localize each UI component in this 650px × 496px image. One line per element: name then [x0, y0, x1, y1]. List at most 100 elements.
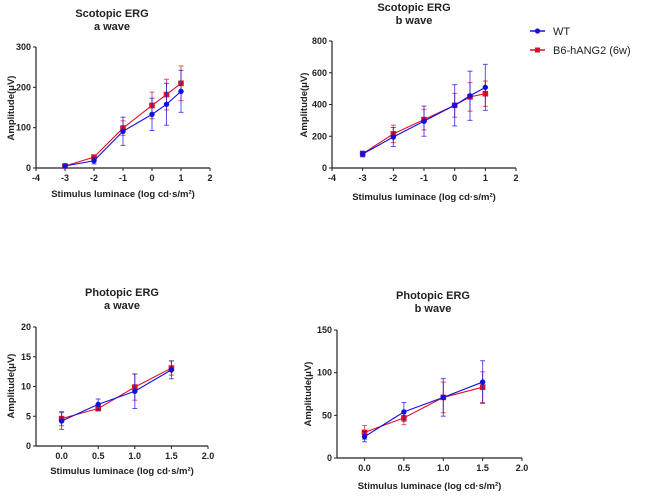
series-line [61, 369, 172, 422]
x-tick-label: 0.0 [358, 463, 371, 473]
y-tick-label: 150 [317, 325, 332, 335]
chart-title-line: b wave [396, 15, 433, 27]
series-line [362, 86, 486, 155]
data-point [132, 388, 138, 394]
series-wt [62, 69, 184, 169]
legend-item-b6-hang2: B6-hANG2 (6w) [530, 45, 631, 57]
series-line [364, 381, 483, 438]
data-point [440, 394, 446, 401]
data-point [359, 151, 366, 157]
y-tick-label: 5 [26, 411, 31, 421]
series-line [364, 386, 483, 433]
x-axis-label: Stimulus luminace (log cd·s/m²) [51, 189, 195, 200]
x-tick-label: 0 [149, 173, 154, 183]
y-tick-label: 15 [21, 352, 31, 362]
x-tick-label: 0.0 [55, 451, 68, 461]
y-axis-label: Amplitude(μV) [6, 354, 17, 419]
x-tick-label: -4 [32, 173, 40, 183]
x-tick-label: 0.5 [92, 451, 105, 461]
y-tick-label: 400 [312, 100, 327, 110]
x-tick-label: 2 [513, 173, 518, 183]
legend-marker-b6-hang2 [535, 47, 540, 53]
x-axis-label: Stimulus luminace (log cd·s/m²) [50, 466, 194, 477]
y-tick-label: 0 [322, 163, 327, 173]
chart-title-line: b wave [415, 303, 452, 315]
series-line [61, 367, 172, 420]
legend-marker-wt [534, 28, 541, 34]
y-tick-label: 100 [317, 368, 332, 378]
x-tick-label: 1.0 [129, 451, 142, 461]
data-point [421, 118, 427, 124]
x-tick-label: 1 [483, 173, 488, 183]
chart-title-line: a wave [104, 300, 140, 312]
y-tick-label: 600 [312, 68, 327, 78]
chart-title-line: Photopic ERG [85, 287, 159, 299]
data-point [163, 101, 170, 107]
data-point [168, 367, 175, 373]
x-tick-label: -2 [90, 173, 98, 183]
data-point [178, 88, 184, 95]
series-wt [58, 360, 175, 430]
data-point [401, 409, 407, 415]
data-point [361, 433, 368, 440]
x-axis-label: Stimulus luminace (log cd·s/m²) [358, 481, 502, 492]
chart-title-line: Scotopic ERG [377, 2, 450, 14]
data-point [467, 93, 473, 99]
series-b6-hang2 [58, 360, 175, 427]
data-point [91, 158, 97, 164]
x-tick-label: 2.0 [516, 463, 529, 473]
legend: WT B6-hANG2 (6w) [530, 26, 631, 57]
x-tick-label: -1 [119, 173, 127, 183]
chart-title-line: a wave [94, 21, 130, 33]
y-tick-label: 200 [16, 82, 31, 92]
data-point [95, 401, 101, 408]
y-tick-label: 50 [322, 410, 332, 420]
x-tick-label: 2.0 [202, 451, 215, 461]
legend-item-wt: WT [530, 26, 570, 38]
y-tick-label: 0 [327, 453, 332, 463]
x-tick-label: 1 [178, 173, 183, 183]
x-tick-label: -3 [61, 173, 69, 183]
x-tick-label: -3 [359, 173, 367, 183]
x-tick-label: 0 [452, 173, 457, 183]
x-tick-label: 1.5 [165, 451, 178, 461]
data-point [62, 163, 68, 169]
legend-label-wt: WT [553, 26, 570, 38]
y-tick-label: 800 [312, 36, 327, 46]
y-tick-label: 200 [312, 131, 327, 141]
x-axis-label: Stimulus luminace (log cd·s/m²) [352, 192, 496, 203]
y-tick-label: 0 [26, 441, 31, 451]
x-tick-label: 0.5 [398, 463, 411, 473]
series-wt [361, 360, 486, 443]
x-tick-label: 1.0 [437, 463, 450, 473]
data-point [451, 102, 458, 108]
x-tick-label: -1 [420, 173, 428, 183]
data-point [149, 111, 155, 118]
y-tick-label: 100 [16, 123, 31, 133]
series-wt [359, 63, 489, 158]
chart-title-line: Photopic ERG [396, 290, 470, 302]
y-axis-label: Amplitude(μV) [299, 73, 310, 138]
y-tick-label: 0 [26, 163, 31, 173]
y-axis-label: Amplitude(μV) [303, 362, 314, 427]
data-point [120, 128, 126, 134]
x-tick-label: 2 [207, 173, 212, 183]
x-tick-label: -2 [389, 173, 397, 183]
data-point [390, 134, 397, 140]
series-b6-hang2 [361, 371, 486, 440]
chart-title-line: Scotopic ERG [75, 8, 148, 20]
data-point [479, 379, 486, 385]
series-line [64, 90, 182, 167]
y-tick-label: 20 [21, 322, 31, 332]
data-point [482, 84, 489, 91]
y-axis-label: Amplitude(μV) [6, 76, 17, 141]
data-point [58, 418, 65, 424]
legend-label-b6-hang2: B6-hANG2 (6w) [553, 45, 631, 57]
y-tick-label: 10 [21, 382, 31, 392]
x-tick-label: -4 [328, 173, 336, 183]
x-tick-label: 1.5 [476, 463, 489, 473]
